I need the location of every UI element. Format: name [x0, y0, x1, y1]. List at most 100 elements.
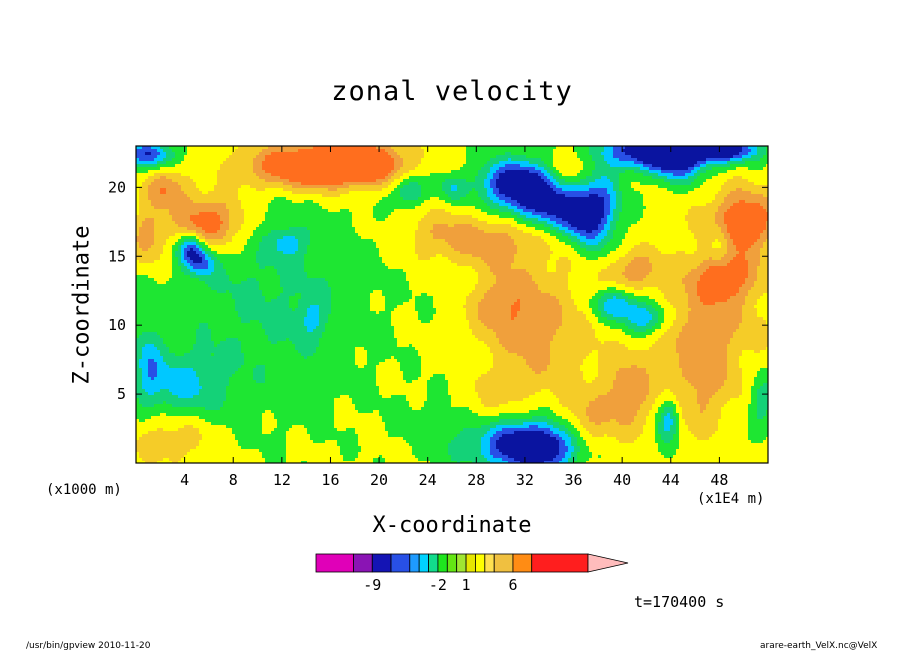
contour-cell — [142, 206, 146, 210]
contour-cell — [532, 212, 536, 216]
contour-cell — [616, 149, 620, 153]
contour-cell — [217, 185, 221, 189]
contour-cell — [598, 203, 602, 207]
contour-cell — [697, 158, 701, 162]
contour-cell — [397, 185, 401, 189]
contour-cell — [259, 179, 263, 183]
contour-cell — [334, 215, 338, 219]
contour-cell — [724, 176, 728, 180]
contour-cell — [754, 188, 758, 192]
contour-cell — [532, 215, 536, 219]
contour-cell — [673, 155, 677, 159]
contour-cell — [706, 191, 710, 195]
contour-cell — [655, 173, 659, 177]
contour-cell — [634, 179, 638, 183]
contour-cell — [418, 197, 422, 201]
contour-cell — [490, 194, 494, 198]
contour-cell — [652, 203, 656, 207]
contour-cell — [325, 146, 329, 150]
contour-cell — [712, 179, 716, 183]
contour-cell — [433, 170, 437, 174]
contour-cell — [511, 209, 515, 213]
contour-cell — [757, 164, 761, 168]
contour-cell — [586, 206, 590, 210]
contour-cell — [646, 155, 650, 159]
contour-cell — [157, 167, 161, 171]
contour-cell — [514, 182, 518, 186]
contour-cell — [289, 215, 293, 219]
contour-cell — [151, 185, 155, 189]
contour-cell — [505, 170, 509, 174]
contour-cell — [340, 146, 344, 150]
contour-cell — [367, 161, 371, 165]
contour-cell — [574, 176, 578, 180]
contour-cell — [145, 212, 149, 216]
contour-cell — [352, 161, 356, 165]
contour-cell — [310, 212, 314, 216]
contour-cell — [700, 212, 704, 216]
contour-cell — [334, 194, 338, 198]
contour-cell — [574, 146, 578, 150]
contour-cell — [754, 161, 758, 165]
contour-cell — [715, 212, 719, 216]
contour-cell — [556, 161, 560, 165]
contour-cell — [622, 146, 626, 150]
contour-cell — [196, 167, 200, 171]
contour-cell — [631, 200, 635, 204]
contour-cell — [616, 161, 620, 165]
contour-cell — [259, 155, 263, 159]
contour-cell — [160, 152, 164, 156]
contour-cell — [532, 182, 536, 186]
contour-cell — [610, 206, 614, 210]
contour-cell — [520, 167, 524, 171]
contour-cell — [511, 200, 515, 204]
contour-cell — [757, 167, 761, 171]
contour-cell — [268, 209, 272, 213]
contour-cell — [247, 152, 251, 156]
contour-cell — [664, 191, 668, 195]
contour-cell — [187, 158, 191, 162]
contour-cell — [256, 149, 260, 153]
contour-cell — [322, 170, 326, 174]
contour-cell — [715, 161, 719, 165]
contour-cell — [679, 173, 683, 177]
contour-cell — [637, 158, 641, 162]
contour-cell — [634, 182, 638, 186]
contour-cell — [436, 158, 440, 162]
contour-cell — [622, 158, 626, 162]
contour-cell — [178, 155, 182, 159]
contour-cell — [397, 203, 401, 207]
contour-cell — [190, 170, 194, 174]
contour-cell — [730, 146, 734, 150]
contour-cell — [451, 182, 455, 186]
contour-cell — [457, 188, 461, 192]
contour-cell — [268, 203, 272, 207]
contour-cell — [376, 203, 380, 207]
contour-cell — [412, 215, 416, 219]
contour-cell — [568, 170, 572, 174]
contour-cell — [619, 158, 623, 162]
contour-cell — [595, 200, 599, 204]
contour-cell — [586, 182, 590, 186]
contour-cell — [166, 200, 170, 204]
contour-cell — [262, 176, 266, 180]
contour-cell — [640, 188, 644, 192]
contour-cell — [625, 185, 629, 189]
contour-cell — [229, 185, 233, 189]
contour-cell — [673, 212, 677, 216]
contour-cell — [766, 152, 768, 156]
contour-cell — [574, 179, 578, 183]
contour-cell — [517, 209, 521, 213]
contour-cell — [748, 194, 752, 198]
contour-cell — [277, 194, 281, 198]
contour-cell — [508, 215, 512, 219]
contour-cell — [487, 212, 491, 216]
contour-cell — [265, 215, 269, 219]
contour-cell — [598, 167, 602, 171]
contour-cell — [559, 164, 563, 168]
contour-cell — [412, 188, 416, 192]
contour-cell — [676, 212, 680, 216]
contour-cell — [163, 209, 167, 213]
contour-cell — [637, 197, 641, 201]
contour-cell — [151, 194, 155, 198]
